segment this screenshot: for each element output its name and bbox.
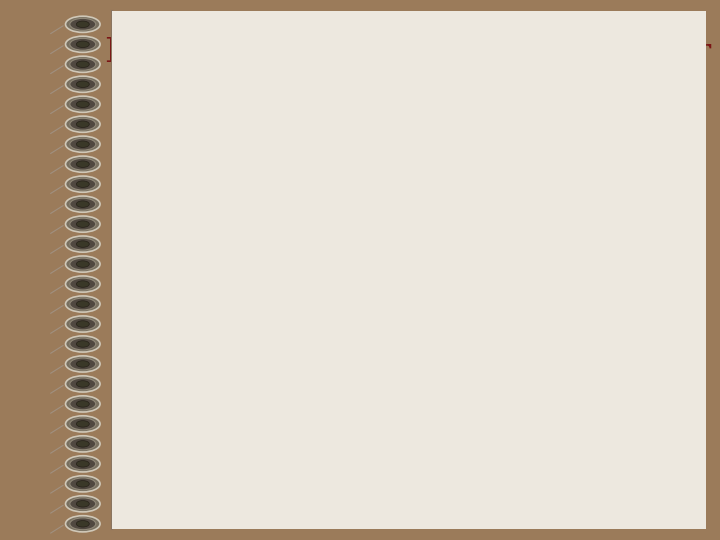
Ellipse shape xyxy=(76,461,89,467)
Ellipse shape xyxy=(70,518,96,530)
Text: –  At a higher temperature, the mean position of
    the oscillation shifts to r: – At a higher temperature, the mean posi… xyxy=(148,226,660,298)
Ellipse shape xyxy=(76,381,89,387)
Ellipse shape xyxy=(70,98,96,110)
Ellipse shape xyxy=(66,56,100,72)
Ellipse shape xyxy=(66,336,100,352)
Ellipse shape xyxy=(70,458,96,470)
Ellipse shape xyxy=(76,441,89,447)
Ellipse shape xyxy=(70,298,96,310)
Ellipse shape xyxy=(76,341,89,347)
Ellipse shape xyxy=(66,116,100,132)
Ellipse shape xyxy=(76,361,89,367)
Ellipse shape xyxy=(70,418,96,430)
Ellipse shape xyxy=(66,436,100,452)
Ellipse shape xyxy=(76,101,89,107)
Ellipse shape xyxy=(70,18,96,30)
Ellipse shape xyxy=(76,21,89,28)
Ellipse shape xyxy=(66,196,100,212)
Ellipse shape xyxy=(66,16,100,32)
Ellipse shape xyxy=(70,438,96,450)
Ellipse shape xyxy=(70,478,96,490)
Ellipse shape xyxy=(70,338,96,350)
Ellipse shape xyxy=(70,498,96,510)
Ellipse shape xyxy=(66,176,100,192)
Ellipse shape xyxy=(70,138,96,150)
Ellipse shape xyxy=(66,496,100,512)
Ellipse shape xyxy=(76,201,89,207)
Ellipse shape xyxy=(70,158,96,170)
Ellipse shape xyxy=(70,118,96,130)
Ellipse shape xyxy=(76,281,89,287)
Ellipse shape xyxy=(76,301,89,307)
Ellipse shape xyxy=(70,178,96,190)
Ellipse shape xyxy=(66,216,100,232)
Text: –  This corresponds to a greater separation than: – This corresponds to a greater separati… xyxy=(148,329,660,349)
Ellipse shape xyxy=(66,476,100,492)
Ellipse shape xyxy=(70,78,96,90)
Ellipse shape xyxy=(66,376,100,392)
Text: Properties of Solids from Molecular
Theory (3): Properties of Solids from Molecular Theo… xyxy=(105,37,712,109)
Ellipse shape xyxy=(76,161,89,167)
Ellipse shape xyxy=(66,36,100,52)
Ellipse shape xyxy=(66,316,100,332)
Text: .  Thus the solid expands.: . Thus the solid expands. xyxy=(198,366,468,385)
Ellipse shape xyxy=(76,41,89,48)
Ellipse shape xyxy=(70,398,96,410)
Ellipse shape xyxy=(66,456,100,472)
Ellipse shape xyxy=(76,121,89,127)
Ellipse shape xyxy=(76,221,89,227)
Ellipse shape xyxy=(76,401,89,407)
Ellipse shape xyxy=(66,296,100,312)
Ellipse shape xyxy=(70,38,96,50)
Ellipse shape xyxy=(76,241,89,247)
Ellipse shape xyxy=(66,356,100,372)
Ellipse shape xyxy=(66,276,100,292)
Ellipse shape xyxy=(76,81,89,87)
Ellipse shape xyxy=(70,278,96,290)
Text: •  Thermal Expansion: • Thermal Expansion xyxy=(135,187,474,214)
Ellipse shape xyxy=(70,378,96,390)
Text: o: o xyxy=(188,379,197,393)
Ellipse shape xyxy=(76,61,89,68)
Ellipse shape xyxy=(66,96,100,112)
Ellipse shape xyxy=(70,218,96,230)
Ellipse shape xyxy=(66,76,100,92)
Ellipse shape xyxy=(66,396,100,412)
Ellipse shape xyxy=(76,141,89,147)
Ellipse shape xyxy=(76,261,89,267)
Ellipse shape xyxy=(76,501,89,507)
Ellipse shape xyxy=(70,258,96,270)
Text: r: r xyxy=(148,366,184,385)
Ellipse shape xyxy=(70,238,96,250)
Ellipse shape xyxy=(76,421,89,427)
Ellipse shape xyxy=(70,58,96,70)
Ellipse shape xyxy=(70,358,96,370)
Ellipse shape xyxy=(66,416,100,432)
Ellipse shape xyxy=(66,136,100,152)
Ellipse shape xyxy=(76,521,89,527)
Ellipse shape xyxy=(66,236,100,252)
Ellipse shape xyxy=(70,198,96,210)
Ellipse shape xyxy=(66,156,100,172)
Ellipse shape xyxy=(66,256,100,272)
Ellipse shape xyxy=(76,321,89,327)
Ellipse shape xyxy=(76,481,89,487)
Ellipse shape xyxy=(70,318,96,330)
Ellipse shape xyxy=(66,516,100,532)
Ellipse shape xyxy=(76,181,89,187)
